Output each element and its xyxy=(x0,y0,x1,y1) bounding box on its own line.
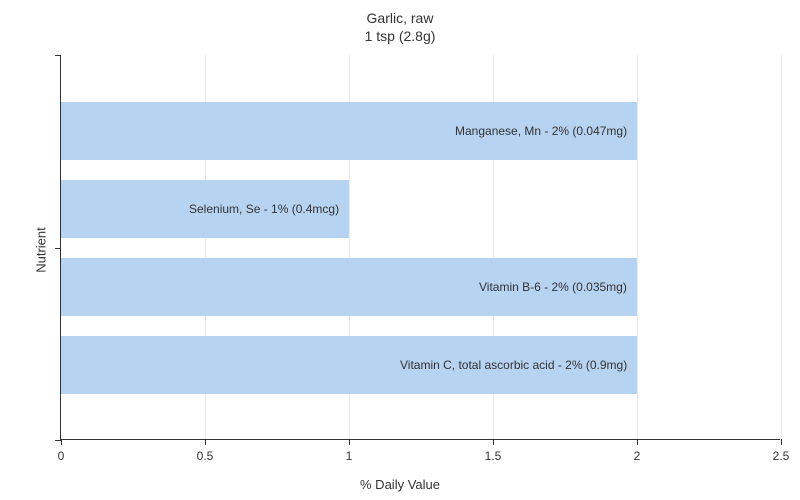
x-tick xyxy=(349,439,350,445)
x-tick-label: 0 xyxy=(58,449,65,463)
gridline xyxy=(637,55,638,439)
x-tick xyxy=(205,439,206,445)
x-tick-label: 0.5 xyxy=(197,449,214,463)
x-tick xyxy=(781,439,782,445)
x-tick xyxy=(637,439,638,445)
x-tick xyxy=(493,439,494,445)
x-tick-label: 2 xyxy=(634,449,641,463)
x-tick-label: 1.5 xyxy=(485,449,502,463)
y-tick xyxy=(55,440,61,441)
bar xyxy=(61,336,637,394)
x-tick-label: 2.5 xyxy=(773,449,790,463)
bar xyxy=(61,180,349,238)
x-tick xyxy=(61,439,62,445)
nutrient-chart: Garlic, raw 1 tsp (2.8g) Nutrient 00.511… xyxy=(0,0,800,500)
y-tick xyxy=(55,55,61,56)
y-tick xyxy=(55,248,61,249)
x-tick-label: 1 xyxy=(346,449,353,463)
y-axis-label: Nutrient xyxy=(33,227,48,273)
gridline xyxy=(781,55,782,439)
plot-area: 00.511.522.5Manganese, Mn - 2% (0.047mg)… xyxy=(60,55,780,440)
x-axis-label: % Daily Value xyxy=(360,477,440,492)
chart-title: Garlic, raw xyxy=(0,10,800,26)
bar xyxy=(61,102,637,160)
chart-subtitle: 1 tsp (2.8g) xyxy=(0,28,800,44)
bar xyxy=(61,258,637,316)
